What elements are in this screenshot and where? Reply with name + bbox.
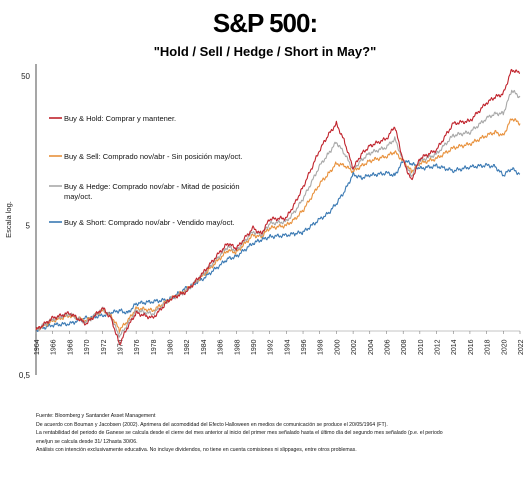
series-buy-short <box>35 160 521 332</box>
legend-label-hold: Buy & Hold: Comprar y mantener. <box>64 114 176 123</box>
x-tick-label: 1966 <box>51 339 58 355</box>
x-tick-label: 1988 <box>234 339 241 355</box>
x-tick-label: 2008 <box>401 339 408 355</box>
x-tick-label: 1972 <box>101 339 108 355</box>
y-tick-label: 0,5 <box>19 371 31 380</box>
chart-title: S&P 500: <box>212 8 318 38</box>
legend: Buy & Hold: Comprar y mantener. Buy & Sel… <box>49 114 242 227</box>
legend-label-sell: Buy & Sell: Comprado nov/abr - Sin posic… <box>64 152 242 161</box>
x-tick-label: 1984 <box>201 339 208 355</box>
x-tick-label: 1970 <box>84 339 91 355</box>
footnote-source: Fuente: Bloomberg y Santander Asset Mana… <box>36 413 156 419</box>
axis-layer: 0,5 5 50 Escala log. 1964 1966 1968 1970 1972 197… <box>4 64 525 380</box>
x-tick-label: 2020 <box>501 339 508 355</box>
footnote-line: ene/jun se calcula desde 31/ 12hasta 30/… <box>36 438 138 445</box>
x-tick-label: 1964 <box>34 339 41 355</box>
x-tick-label: 2014 <box>451 339 458 355</box>
series-buy-hold <box>35 68 521 346</box>
x-tick-label: 1982 <box>184 339 191 355</box>
footnote-line: La rentabilidad del periodo de Ganese se… <box>36 430 443 437</box>
chart-subtitle: "Hold / Sell / Hedge / Short in May?" <box>153 44 377 59</box>
y-axis-label: Escala log. <box>4 201 13 238</box>
legend-label-hedge: Buy & Hedge: Comprado nov/abr - Mitad de… <box>64 182 240 201</box>
x-tick-label: 1980 <box>168 339 175 355</box>
x-tick-label: 1968 <box>67 339 74 355</box>
y-tick-label: 5 <box>26 221 31 230</box>
x-tick-label: 2000 <box>334 339 341 355</box>
x-tick-label: 1978 <box>151 339 158 355</box>
x-tick-label: 2010 <box>418 339 425 355</box>
x-tick-label: 2004 <box>368 339 375 355</box>
x-tick-label: 1974 <box>117 339 124 355</box>
series-buy-hedge <box>35 89 521 338</box>
x-tick-label: 1976 <box>134 339 141 355</box>
x-tick-label: 1994 <box>284 339 291 355</box>
x-tick-label: 2002 <box>351 339 358 355</box>
legend-label-short: Buy & Short: Comprado nov/abr - Vendido … <box>64 218 235 227</box>
x-tick-label: 1996 <box>301 339 308 355</box>
x-tick-label: 2006 <box>384 339 391 355</box>
x-tick-label: 1990 <box>251 339 258 355</box>
chart-plot: 0,5 5 50 Escala log. 1964 1966 1968 1970 1972 197… <box>4 64 525 380</box>
series-buy-sell <box>35 118 521 333</box>
x-tick-label: 2016 <box>468 339 475 355</box>
x-tick-label: 2022 <box>518 339 525 355</box>
x-tick-label: 2018 <box>485 339 492 355</box>
y-tick-label: 50 <box>21 72 30 81</box>
footnotes: Fuente: Bloomberg y Santander Asset Mana… <box>36 412 506 455</box>
x-tick-label: 1992 <box>268 339 275 355</box>
x-tick-label: 1998 <box>318 339 325 355</box>
footnote-line: De acuerdo con Bouman y Jacobsen (2002).… <box>36 421 388 428</box>
series-layer <box>35 68 521 346</box>
footnote-line: Análisis con intención exclusivamente ed… <box>36 447 357 454</box>
x-tick-label: 2012 <box>435 339 442 355</box>
x-tick-label: 1986 <box>218 339 225 355</box>
